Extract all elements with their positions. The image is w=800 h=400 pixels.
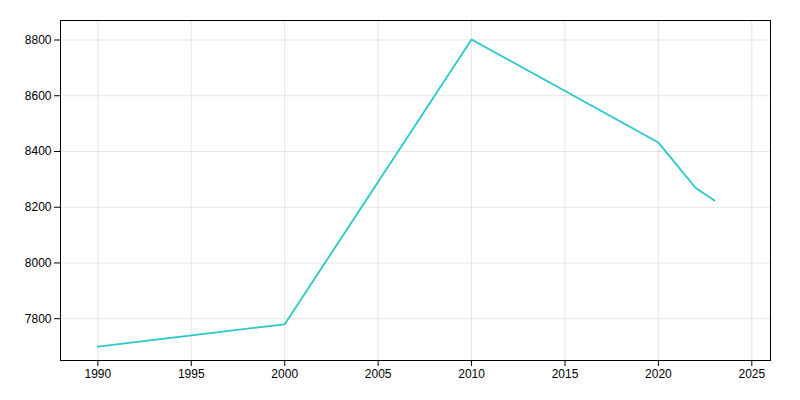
svg-text:2020: 2020 [645, 367, 672, 381]
svg-text:8800: 8800 [25, 33, 52, 47]
svg-text:8200: 8200 [25, 200, 52, 214]
svg-text:8600: 8600 [25, 89, 52, 103]
svg-text:2015: 2015 [552, 367, 579, 381]
svg-text:8000: 8000 [25, 256, 52, 270]
svg-text:1995: 1995 [178, 367, 205, 381]
svg-text:8400: 8400 [25, 144, 52, 158]
svg-text:2000: 2000 [271, 367, 298, 381]
svg-text:1990: 1990 [85, 367, 112, 381]
svg-text:2010: 2010 [458, 367, 485, 381]
svg-text:7800: 7800 [25, 312, 52, 326]
svg-text:2025: 2025 [738, 367, 765, 381]
svg-text:2005: 2005 [365, 367, 392, 381]
